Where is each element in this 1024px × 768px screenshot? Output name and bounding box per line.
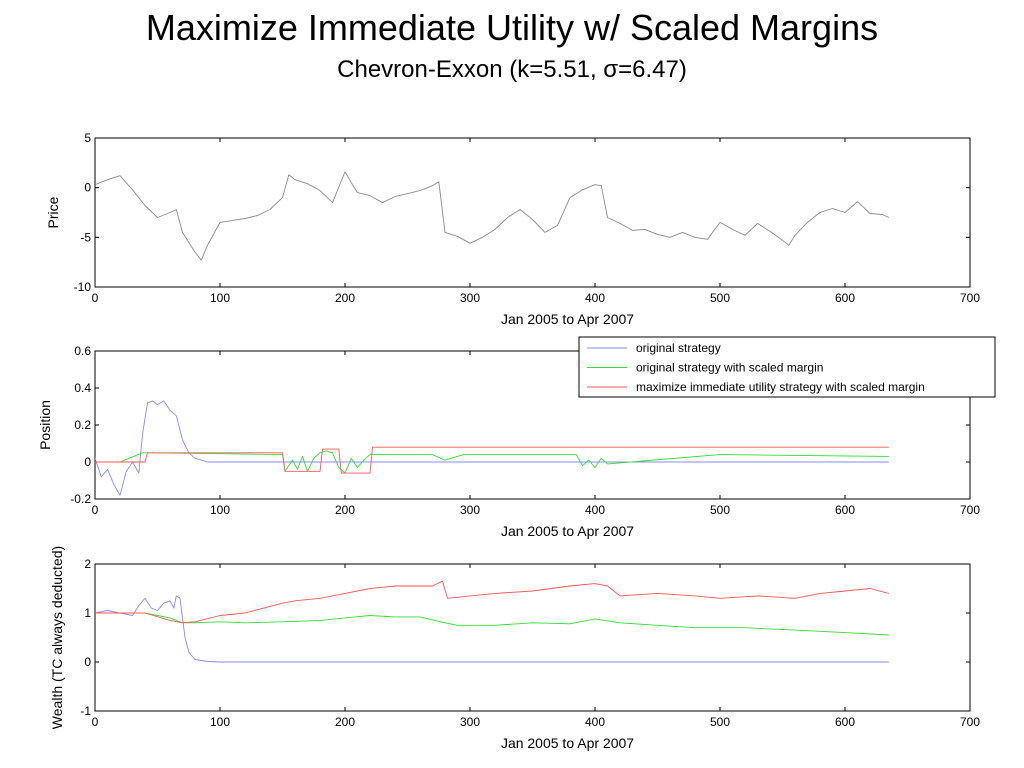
x-tick-label: 300 [460,715,480,729]
legend: original strategy original strategy with … [578,336,996,398]
series-line-2 [95,612,889,636]
legend-box [578,336,996,398]
x-tick-label: 300 [460,291,480,305]
chart-panel-1: 0 100 200 300 400 500 600 700 -10 -5 0 5 Jan 2005 to… [45,131,980,327]
y-tick-label: 0.6 [74,344,91,358]
x-tick-label: 200 [335,291,355,305]
y-tick-label: 0.4 [74,381,91,395]
series-line-1 [95,595,889,663]
x-tick-label: 500 [710,503,730,517]
x-axis-label: Jan 2005 to Apr 2007 [501,523,634,539]
x-tick-label: 400 [585,715,605,729]
chart-title: Maximize Immediate Utility w/ Scaled Mar… [145,7,879,48]
x-tick-label: 600 [835,291,855,305]
y-tick-label: 0.2 [74,418,91,432]
plot-area [94,137,971,288]
y-tick-label: -5 [80,230,91,244]
x-tick-label: 400 [585,291,605,305]
y-axis-label: Wealth (TC always deducted) [49,546,65,729]
y-tick-label: 0 [84,655,91,669]
x-axis-label: Jan 2005 to Apr 2007 [501,735,634,751]
y-tick-label: 0 [84,455,91,469]
x-tick-label: 200 [335,715,355,729]
y-tick-label: 5 [84,131,91,145]
y-axis-label: Price [45,196,61,228]
y-tick-label: -0.2 [70,492,91,506]
x-axis-label: Jan 2005 to Apr 2007 [501,311,634,327]
y-tick-label: -1 [80,704,91,718]
x-tick-label: 0 [92,503,99,517]
x-tick-label: 500 [710,715,730,729]
chart-panel-2: 0 100 200 300 400 500 600 700-0.200.20.40.6Jan … [37,336,996,539]
series-line-1 [95,171,889,261]
x-tick-label: 600 [835,715,855,729]
plot-area [94,563,971,712]
legend-entry-label: maximize immediate utility strategy with… [636,380,925,394]
x-tick-label: 700 [960,503,980,517]
y-tick-label: 1 [84,606,91,620]
y-tick-label: 2 [84,557,91,571]
x-tick-label: 0 [92,291,99,305]
y-tick-label: -10 [74,280,92,294]
x-tick-label: 600 [835,503,855,517]
x-tick-label: 100 [210,503,230,517]
x-tick-label: 700 [960,291,980,305]
legend-entry-label: original strategy [636,341,721,355]
y-axis-label: Position [37,400,53,450]
series-line-3 [95,580,889,624]
x-tick-label: 300 [460,503,480,517]
x-tick-label: 400 [585,503,605,517]
x-tick-label: 100 [210,715,230,729]
series-line-3 [95,446,889,474]
x-tick-label: 200 [335,503,355,517]
series-line-1 [95,400,889,496]
legend-entry-label: original strategy with scaled margin [636,361,823,375]
x-tick-label: 500 [710,291,730,305]
x-tick-label: 0 [92,715,99,729]
y-tick-label: 0 [84,181,91,195]
chart-subtitle: Chevron-Exxon (k=5.51, σ=6.47) [337,56,687,83]
x-tick-label: 100 [210,291,230,305]
x-tick-label: 700 [960,715,980,729]
